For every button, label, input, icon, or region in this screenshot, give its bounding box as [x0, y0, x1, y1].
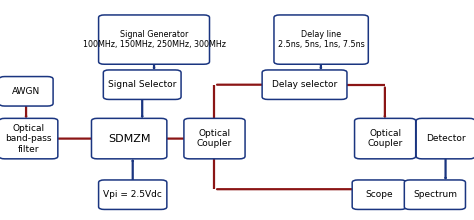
Text: Delay line
2.5ns, 5ns, 1ns, 7.5ns: Delay line 2.5ns, 5ns, 1ns, 7.5ns: [278, 30, 365, 49]
FancyBboxPatch shape: [99, 15, 210, 64]
Text: AWGN: AWGN: [12, 87, 40, 96]
FancyBboxPatch shape: [355, 118, 416, 159]
Text: SDMZM: SDMZM: [108, 134, 150, 144]
FancyBboxPatch shape: [103, 70, 181, 99]
FancyBboxPatch shape: [416, 118, 474, 159]
FancyBboxPatch shape: [404, 180, 465, 209]
Text: Scope: Scope: [365, 190, 393, 199]
FancyBboxPatch shape: [352, 180, 406, 209]
FancyBboxPatch shape: [274, 15, 368, 64]
Text: Signal Selector: Signal Selector: [108, 80, 176, 89]
Text: Detector: Detector: [426, 134, 465, 143]
FancyBboxPatch shape: [262, 70, 347, 99]
Text: Signal Generator
100MHz, 150MHz, 250MHz, 300MHz: Signal Generator 100MHz, 150MHz, 250MHz,…: [82, 30, 226, 49]
Text: Optical
Coupler: Optical Coupler: [367, 129, 403, 148]
FancyBboxPatch shape: [184, 118, 245, 159]
FancyBboxPatch shape: [91, 118, 167, 159]
Text: Spectrum: Spectrum: [413, 190, 457, 199]
FancyBboxPatch shape: [0, 77, 53, 106]
FancyBboxPatch shape: [0, 118, 58, 159]
Text: Optical
Coupler: Optical Coupler: [197, 129, 232, 148]
Text: Optical
band-pass
filter: Optical band-pass filter: [5, 124, 52, 154]
FancyBboxPatch shape: [99, 180, 167, 209]
Text: Delay selector: Delay selector: [272, 80, 337, 89]
Text: Vpi = 2.5Vdc: Vpi = 2.5Vdc: [103, 190, 162, 199]
